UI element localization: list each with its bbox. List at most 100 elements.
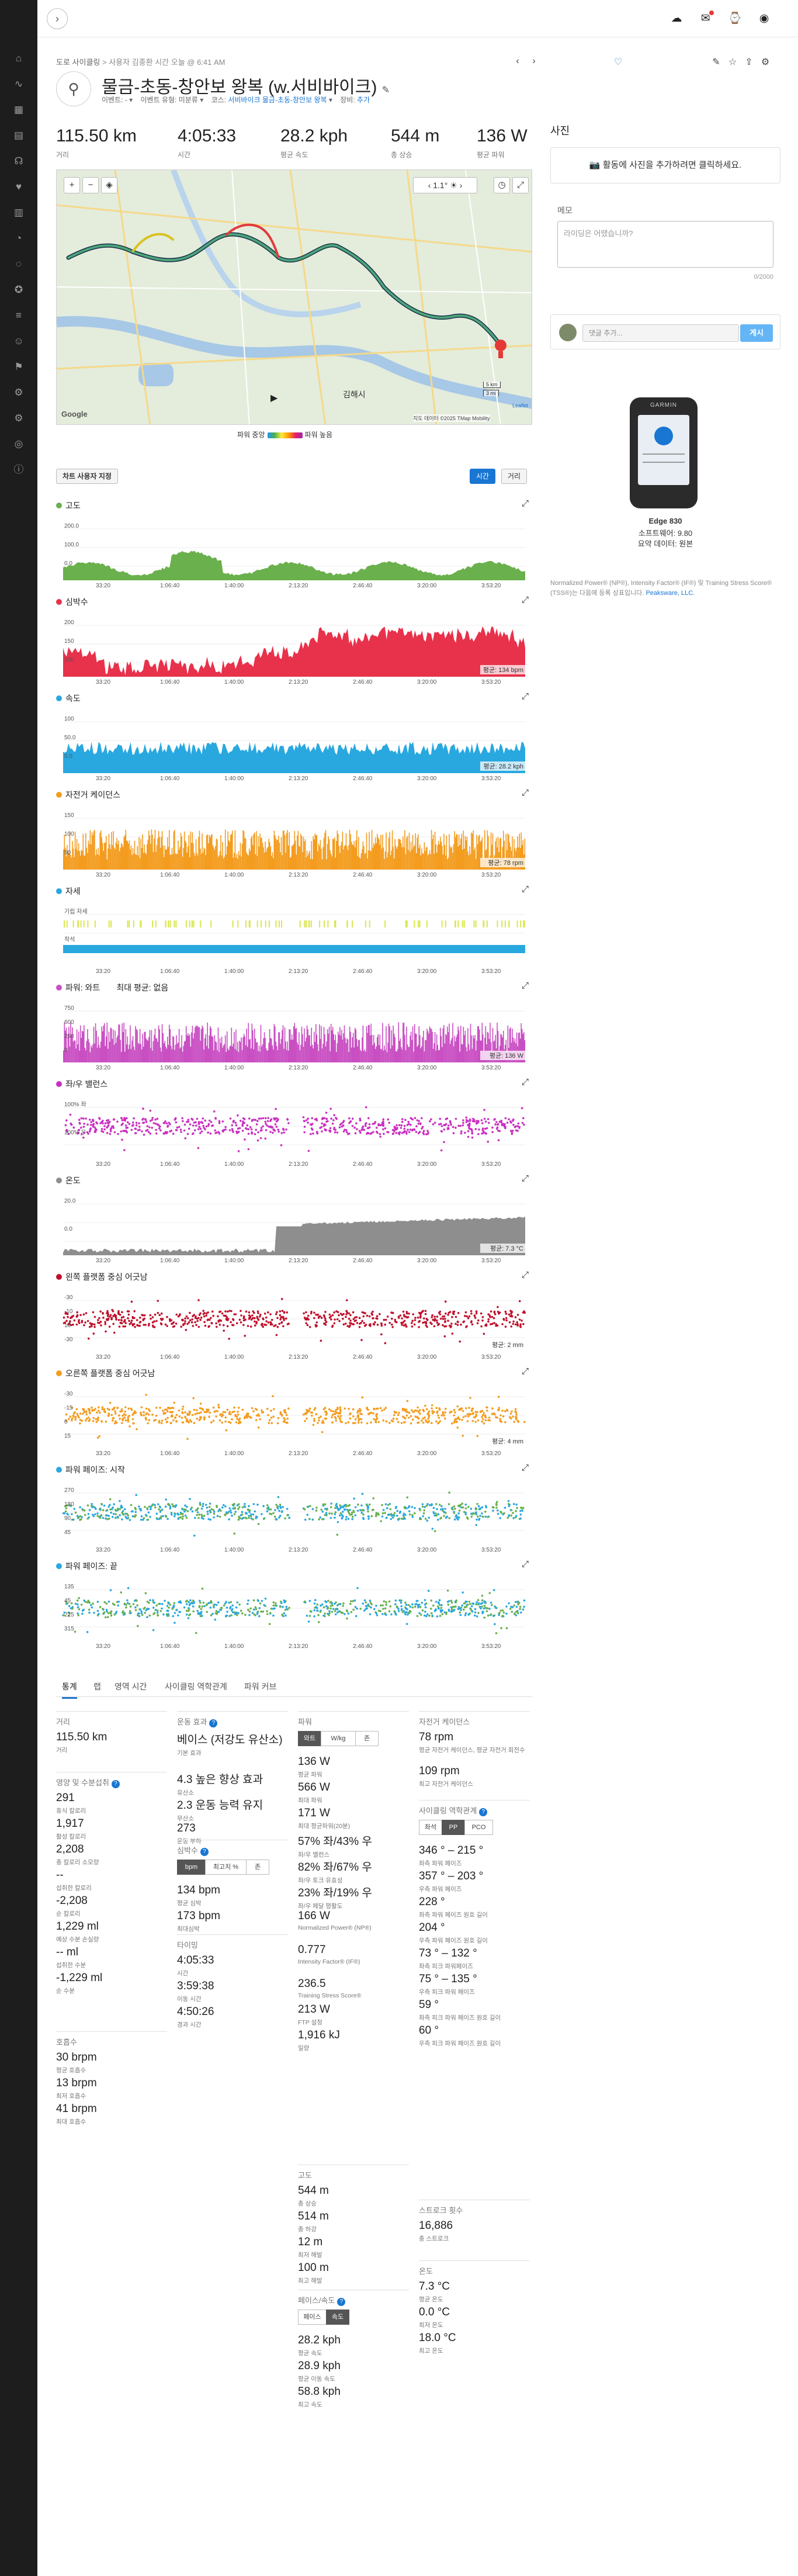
expand-chart-icon[interactable]: ⤢	[521, 691, 529, 701]
chart-title[interactable]: 자전거 케이던스	[56, 789, 120, 801]
gear-list-icon[interactable]: ⚙	[14, 413, 23, 424]
next-activity-icon[interactable]: ›	[532, 56, 536, 66]
unit-toggle[interactable]: 존	[355, 1731, 379, 1746]
help-icon[interactable]: ?	[337, 2298, 346, 2306]
play-route-icon[interactable]: ▶	[270, 393, 278, 403]
unit-toggle[interactable]: bpm	[177, 1860, 206, 1875]
expand-chart-icon[interactable]: ⤢	[521, 1463, 529, 1473]
unit-toggle[interactable]: 와트	[298, 1731, 321, 1746]
expand-chart-icon[interactable]: ⤢	[521, 1077, 529, 1087]
watch-device-icon[interactable]: ⌚	[728, 12, 742, 25]
fullscreen-icon[interactable]: ⤢	[512, 177, 529, 193]
groups-icon[interactable]: ⚑	[14, 361, 23, 372]
chart-title[interactable]: 온도	[56, 1175, 81, 1186]
customize-charts-button[interactable]: 차트 사용자 지정	[56, 469, 118, 484]
avatar[interactable]: ◉	[759, 12, 769, 25]
help-icon[interactable]: ?	[111, 1780, 120, 1788]
unit-toggle[interactable]: PCO	[464, 1820, 493, 1835]
unit-toggle[interactable]: W/kg	[321, 1731, 356, 1746]
connections-icon[interactable]: ☺	[13, 335, 24, 347]
inbox-icon[interactable]: ✉	[698, 9, 715, 27]
tab-laps[interactable]: 랩	[93, 1682, 101, 1691]
expand-menu-button[interactable]: ›	[47, 8, 68, 29]
map-canvas[interactable]	[57, 170, 532, 425]
reports-icon[interactable]: ▤	[13, 130, 24, 141]
expand-chart-icon[interactable]: ⤢	[521, 1366, 529, 1376]
help-icon[interactable]: ?	[479, 1808, 488, 1816]
leaderboard-icon[interactable]: ≡	[16, 310, 22, 321]
max-avg-select[interactable]: 최대 평균: 없음	[116, 983, 169, 992]
breadcrumb-parent-link[interactable]: 도로 사이클링	[56, 58, 100, 67]
add-gear-link[interactable]: 추가	[357, 96, 370, 104]
layers-icon[interactable]: ◈	[101, 177, 117, 193]
star-icon[interactable]: ☆	[728, 57, 737, 67]
expand-chart-icon[interactable]: ⤢	[521, 498, 529, 508]
unit-toggle[interactable]: 좌석	[419, 1820, 442, 1835]
map-temperature-control[interactable]: ‹ 1.1° ☀ ›	[413, 177, 477, 193]
expand-chart-icon[interactable]: ⤢	[521, 788, 529, 798]
chart-title[interactable]: 좌/우 밸런스	[56, 1078, 107, 1090]
event-select[interactable]: -	[124, 96, 127, 104]
tab-power-curve[interactable]: 파워 커브	[244, 1682, 277, 1691]
x-axis-time-toggle[interactable]: 시간	[470, 469, 496, 484]
zoom-in-button[interactable]: +	[64, 177, 80, 193]
expand-chart-icon[interactable]: ⤢	[521, 884, 529, 894]
sync-cloud-icon[interactable]: ☁	[671, 12, 682, 25]
help-icon[interactable]: ⓘ	[13, 464, 24, 475]
chart-title[interactable]: 파워: 와트 최대 평균: 없음	[56, 982, 168, 993]
unit-toggle[interactable]: PP	[442, 1820, 465, 1835]
chart-title[interactable]: 속도	[56, 693, 81, 704]
devices-icon[interactable]: ⚙	[14, 387, 23, 398]
activity-title[interactable]: 물금-초동-창안보 왕복 (w.서비바이크) ✎	[102, 72, 390, 98]
expand-chart-icon[interactable]: ⤢	[521, 1270, 529, 1280]
apps-icon[interactable]: ◎	[14, 438, 23, 449]
health-icon[interactable]: ♥	[15, 181, 22, 192]
leaflet-link[interactable]: Leaflet	[512, 403, 529, 408]
unit-toggle[interactable]: 페이스	[298, 2310, 327, 2325]
event-type-select[interactable]: 미분류	[178, 96, 198, 104]
home-icon[interactable]: ⌂	[15, 53, 22, 64]
tab-cycling-dynamics[interactable]: 사이클링 역학관계	[165, 1682, 227, 1691]
course-link[interactable]: 서비바이크 물금-초동-창안보 왕복	[228, 96, 327, 104]
expand-chart-icon[interactable]: ⤢	[521, 981, 529, 991]
stats-icon[interactable]: ▥	[13, 207, 24, 218]
chart-title[interactable]: 왼쪽 플랫폼 중심 어긋남	[56, 1271, 147, 1283]
chart-title[interactable]: 고도	[56, 500, 81, 511]
edit-icon[interactable]: ✎	[712, 57, 720, 67]
help-icon[interactable]: ?	[200, 1848, 209, 1856]
favorite-heart-icon[interactable]: ♡	[613, 57, 623, 67]
chart-title[interactable]: 파워 페이즈: 끝	[56, 1560, 117, 1572]
performance-icon[interactable]: ◔	[15, 233, 22, 244]
prev-activity-icon[interactable]: ‹	[516, 56, 519, 66]
help-icon[interactable]: ?	[209, 1719, 218, 1727]
expand-chart-icon[interactable]: ⤢	[521, 1559, 529, 1569]
compass-icon[interactable]: ◷	[494, 177, 510, 193]
activity-feed-icon[interactable]: ∿	[14, 78, 23, 89]
unit-toggle[interactable]: 존	[246, 1860, 269, 1875]
chart-title[interactable]: 자세	[56, 885, 81, 897]
chart-title[interactable]: 오른쪽 플랫폼 중심 어긋남	[56, 1367, 155, 1379]
expand-chart-icon[interactable]: ⤢	[521, 1173, 529, 1183]
badges-icon[interactable]: ✪	[14, 284, 23, 295]
share-icon[interactable]: ⇪	[745, 57, 753, 67]
finish-marker[interactable]	[495, 340, 506, 351]
training-icon[interactable]: ☊	[14, 155, 23, 167]
chart-title[interactable]: 파워 페이즈: 시작	[56, 1464, 125, 1476]
x-axis-distance-toggle[interactable]: 거리	[501, 469, 528, 484]
chart-title[interactable]: 심박수	[56, 596, 88, 608]
insights-icon[interactable]: ◌	[15, 258, 22, 269]
edit-pencil-icon[interactable]: ✎	[381, 85, 390, 95]
zoom-out-button[interactable]: −	[82, 177, 99, 193]
calendar-icon[interactable]: ▦	[13, 104, 24, 115]
